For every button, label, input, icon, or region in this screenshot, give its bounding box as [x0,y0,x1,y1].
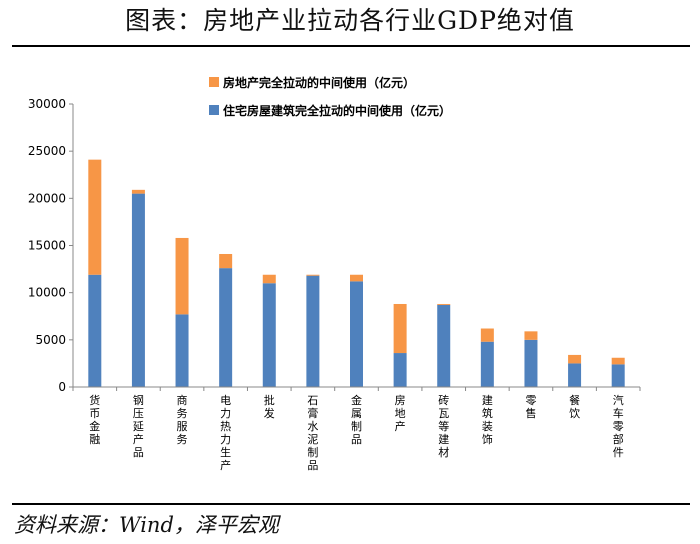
bar-real-estate-10 [524,331,538,340]
bottom-rule [12,503,690,505]
stacked-bar-chart: 房地产完全拉动的中间使用（亿元） 住宅房屋建筑完全拉动的中间使用（亿元） 0 500… [28,75,641,472]
x-category-label: 零售 [525,394,536,420]
x-category-label: 金属制品 [351,393,362,446]
bar-residential-5 [306,275,320,387]
bar-real-estate-5 [306,274,320,276]
y-tick-label: 5000 [35,333,66,347]
bars [88,159,625,387]
bar-real-estate-3 [219,253,233,269]
x-category-label: 餐饮 [569,393,580,420]
bar-residential-7 [393,353,407,387]
bar-real-estate-12 [611,357,625,365]
x-category-label: 货币金融 [89,393,100,446]
x-category-label: 房地产 [395,394,406,433]
bar-real-estate-4 [262,274,276,284]
x-category-label: 砖瓦等建材 [438,393,449,459]
x-category-label: 电力热力生产 [220,394,231,472]
x-category-label: 钢压延产品 [133,394,144,459]
x-category-label: 汽车零部件 [613,393,624,459]
bar-residential-1 [131,193,145,387]
bar-residential-10 [524,339,538,387]
y-tick-label: 0 [58,380,66,394]
legend-swatch [209,105,219,115]
bar-real-estate-9 [480,328,494,342]
y-tick-label: 20000 [28,191,66,205]
x-category-label: 建筑装饰 [482,393,493,446]
y-tick-label: 10000 [28,286,66,300]
bar-residential-2 [175,314,189,387]
bar-real-estate-6 [350,274,363,282]
source-note: 资料来源：Wind，泽平宏观 [14,513,279,537]
top-rule [12,45,690,47]
x-category-label: 批发 [264,393,275,420]
legend-label: 房地产完全拉动的中间使用（亿元） [223,75,415,90]
chart-title: 图表：房地产业拉动各行业GDP绝对值 [125,6,575,35]
bar-real-estate-8 [437,303,451,305]
bar-residential-11 [568,363,582,387]
bar-residential-0 [88,274,102,387]
bar-residential-8 [437,304,451,387]
bar-real-estate-7 [393,303,407,354]
x-category-label: 石膏水泥制品 [307,394,318,472]
bar-real-estate-2 [175,237,189,315]
y-axis: 0 5000 10000 15000 20000 25000 30000 [28,97,74,394]
bar-real-estate-0 [88,159,102,275]
bar-residential-6 [350,281,363,387]
legend-label: 住宅房屋建筑完全拉动的中间使用（亿元） [223,103,451,118]
bar-residential-9 [480,341,494,387]
x-category-label: 商务服务 [177,393,188,446]
bar-real-estate-11 [568,354,582,364]
x-axis: 货币金融 钢压延产品 商务服务 电力热力生产 批发 石膏水泥制品 金属制品 房地产 砖瓦等建材 建… [72,386,641,472]
y-tick-label: 30000 [28,97,66,111]
legend: 房地产完全拉动的中间使用（亿元） 住宅房屋建筑完全拉动的中间使用（亿元） [209,75,451,118]
y-tick-label: 25000 [28,144,66,158]
legend-swatch [209,77,219,87]
bar-real-estate-1 [131,189,145,194]
y-tick-label: 15000 [28,239,66,253]
bar-residential-3 [219,268,233,387]
bar-residential-4 [262,283,276,387]
bar-residential-12 [611,364,625,387]
